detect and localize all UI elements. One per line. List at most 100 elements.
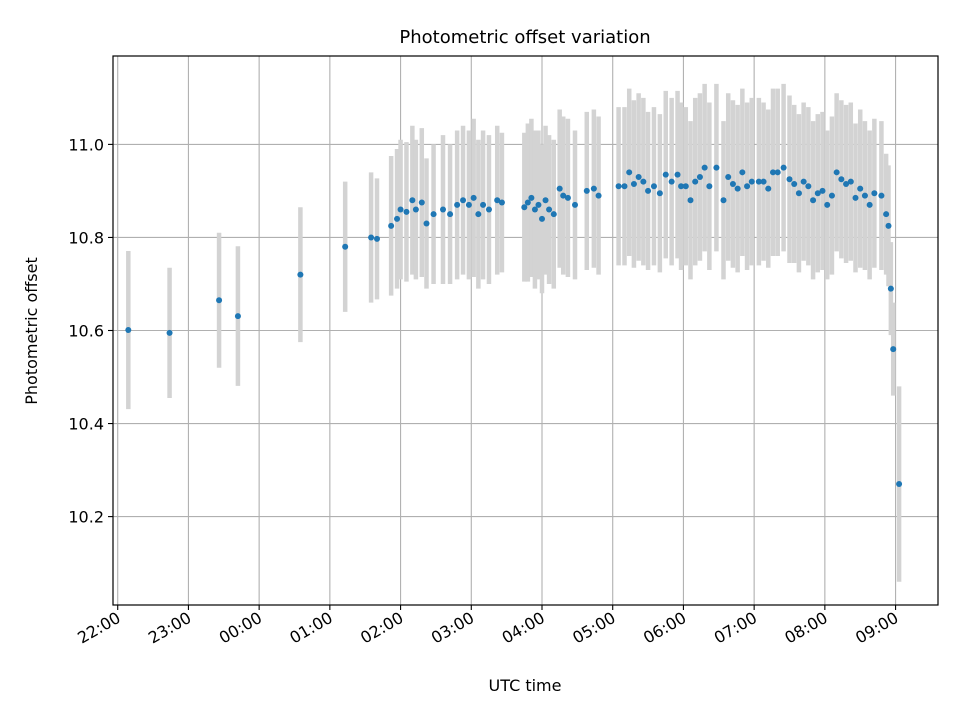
data-point <box>819 187 826 194</box>
data-point <box>805 183 812 190</box>
data-point <box>621 183 628 190</box>
data-point <box>678 183 685 190</box>
data-point <box>550 211 557 218</box>
y-tick-label: 10.6 <box>68 322 104 341</box>
data-point <box>883 211 890 218</box>
data-point <box>524 199 531 206</box>
data-point <box>539 215 545 222</box>
data-point <box>662 171 669 178</box>
data-point <box>556 185 563 192</box>
data-point <box>535 201 542 208</box>
data-point <box>687 197 694 204</box>
data-point <box>403 208 410 215</box>
data-point <box>572 201 578 208</box>
data-point <box>828 192 835 199</box>
data-point <box>440 206 446 213</box>
data-point <box>645 187 652 194</box>
data-point <box>760 178 767 185</box>
data-point <box>374 235 380 242</box>
data-point <box>857 185 864 192</box>
data-point <box>423 220 430 227</box>
data-point <box>650 183 657 190</box>
data-point <box>460 197 467 204</box>
data-point <box>765 185 772 192</box>
data-point <box>542 197 549 204</box>
data-point <box>630 180 637 187</box>
data-point <box>885 222 892 229</box>
data-point <box>824 201 831 208</box>
x-axis-label: UTC time <box>489 676 562 695</box>
data-point <box>847 178 854 185</box>
data-point <box>626 169 633 176</box>
data-point <box>871 190 878 197</box>
data-point <box>838 176 845 183</box>
data-point <box>887 285 894 292</box>
data-point <box>342 243 349 250</box>
data-point <box>896 481 903 488</box>
data-point <box>701 164 708 171</box>
data-point <box>814 190 821 197</box>
y-tick-label: 10.8 <box>68 228 104 247</box>
data-point <box>521 204 528 211</box>
data-point <box>800 178 807 185</box>
data-point <box>297 271 304 278</box>
data-point <box>394 215 401 222</box>
y-tick-label: 11.0 <box>68 135 104 154</box>
data-point <box>674 171 681 178</box>
data-point <box>480 201 487 208</box>
data-point <box>890 346 897 353</box>
data-point <box>418 199 425 206</box>
data-point <box>494 197 501 204</box>
y-tick-label: 10.2 <box>68 508 104 527</box>
data-point <box>475 211 482 218</box>
data-point <box>447 211 454 218</box>
data-point <box>615 183 622 190</box>
data-point <box>843 180 850 187</box>
data-point <box>430 211 437 218</box>
data-point <box>791 180 798 187</box>
data-point <box>635 173 642 180</box>
data-point <box>412 206 419 213</box>
data-point <box>810 197 817 204</box>
data-point <box>713 164 720 171</box>
data-point <box>531 206 538 213</box>
data-point <box>725 173 732 180</box>
y-tick-label: 10.4 <box>68 415 104 434</box>
data-point <box>560 192 567 199</box>
data-point <box>748 178 755 185</box>
data-point <box>706 183 713 190</box>
data-point <box>692 178 699 185</box>
data-point <box>780 164 787 171</box>
data-point <box>564 194 571 201</box>
data-point <box>528 194 535 201</box>
data-point <box>734 185 741 192</box>
data-point <box>878 192 885 199</box>
y-axis-label: Photometric offset <box>22 257 41 405</box>
data-point <box>546 206 553 213</box>
data-point <box>861 192 868 199</box>
grid-lines <box>113 56 938 605</box>
data-point <box>470 194 477 201</box>
data-point <box>465 201 472 208</box>
data-point <box>485 206 492 213</box>
data-points <box>125 164 903 488</box>
data-point <box>744 183 751 190</box>
data-point <box>656 190 663 197</box>
data-point <box>866 201 873 208</box>
data-point <box>739 169 746 176</box>
data-point <box>774 169 781 176</box>
data-point <box>397 206 404 213</box>
data-point <box>234 313 241 320</box>
data-point <box>595 192 602 199</box>
data-point <box>786 176 793 183</box>
data-point <box>668 178 675 185</box>
data-point <box>583 187 590 194</box>
data-point <box>454 201 461 208</box>
data-point <box>368 234 375 241</box>
data-point <box>833 169 840 176</box>
data-point <box>755 178 762 185</box>
data-point <box>770 169 776 176</box>
data-point <box>166 329 173 336</box>
data-point <box>696 173 703 180</box>
